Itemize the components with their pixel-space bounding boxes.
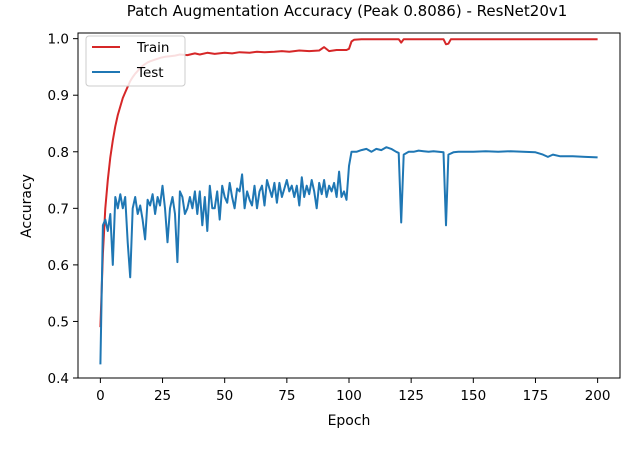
y-tick-label: 0.6 [48,258,69,274]
x-tick-label: 100 [336,388,362,404]
legend: Train Test [85,35,186,87]
legend-box [85,35,186,87]
x-axis-ticks: 0 25 50 75 100 125 150 175 200 [96,378,611,404]
y-tick-label: 0.8 [48,145,69,161]
plot-frame [77,32,621,379]
y-axis-label: Accuracy [19,174,35,238]
legend-test-label: Test [136,65,164,81]
x-tick-label: 75 [278,388,295,404]
legend-train-label: Train [136,40,169,56]
y-tick-label: 0.9 [48,88,69,104]
x-tick-label: 150 [460,388,486,404]
x-tick-label: 125 [398,388,424,404]
y-tick-label: 0.4 [48,371,69,387]
x-tick-label: 0 [96,388,105,404]
y-tick-label: 0.5 [48,314,69,330]
y-axis-ticks: 0.4 0.5 0.6 0.7 0.8 0.9 1.0 [48,32,78,387]
plot-lines [99,38,598,365]
y-tick-label: 0.7 [48,201,69,217]
x-axis-label: Epoch [328,413,371,429]
x-tick-label: 175 [523,388,549,404]
y-tick-label: 1.0 [48,32,69,48]
series-line-test [99,146,598,365]
x-tick-label: 200 [585,388,611,404]
chart-title: Patch Augmentation Accuracy (Peak 0.8086… [127,2,568,20]
x-tick-label: 50 [216,388,233,404]
x-tick-label: 25 [154,388,171,404]
